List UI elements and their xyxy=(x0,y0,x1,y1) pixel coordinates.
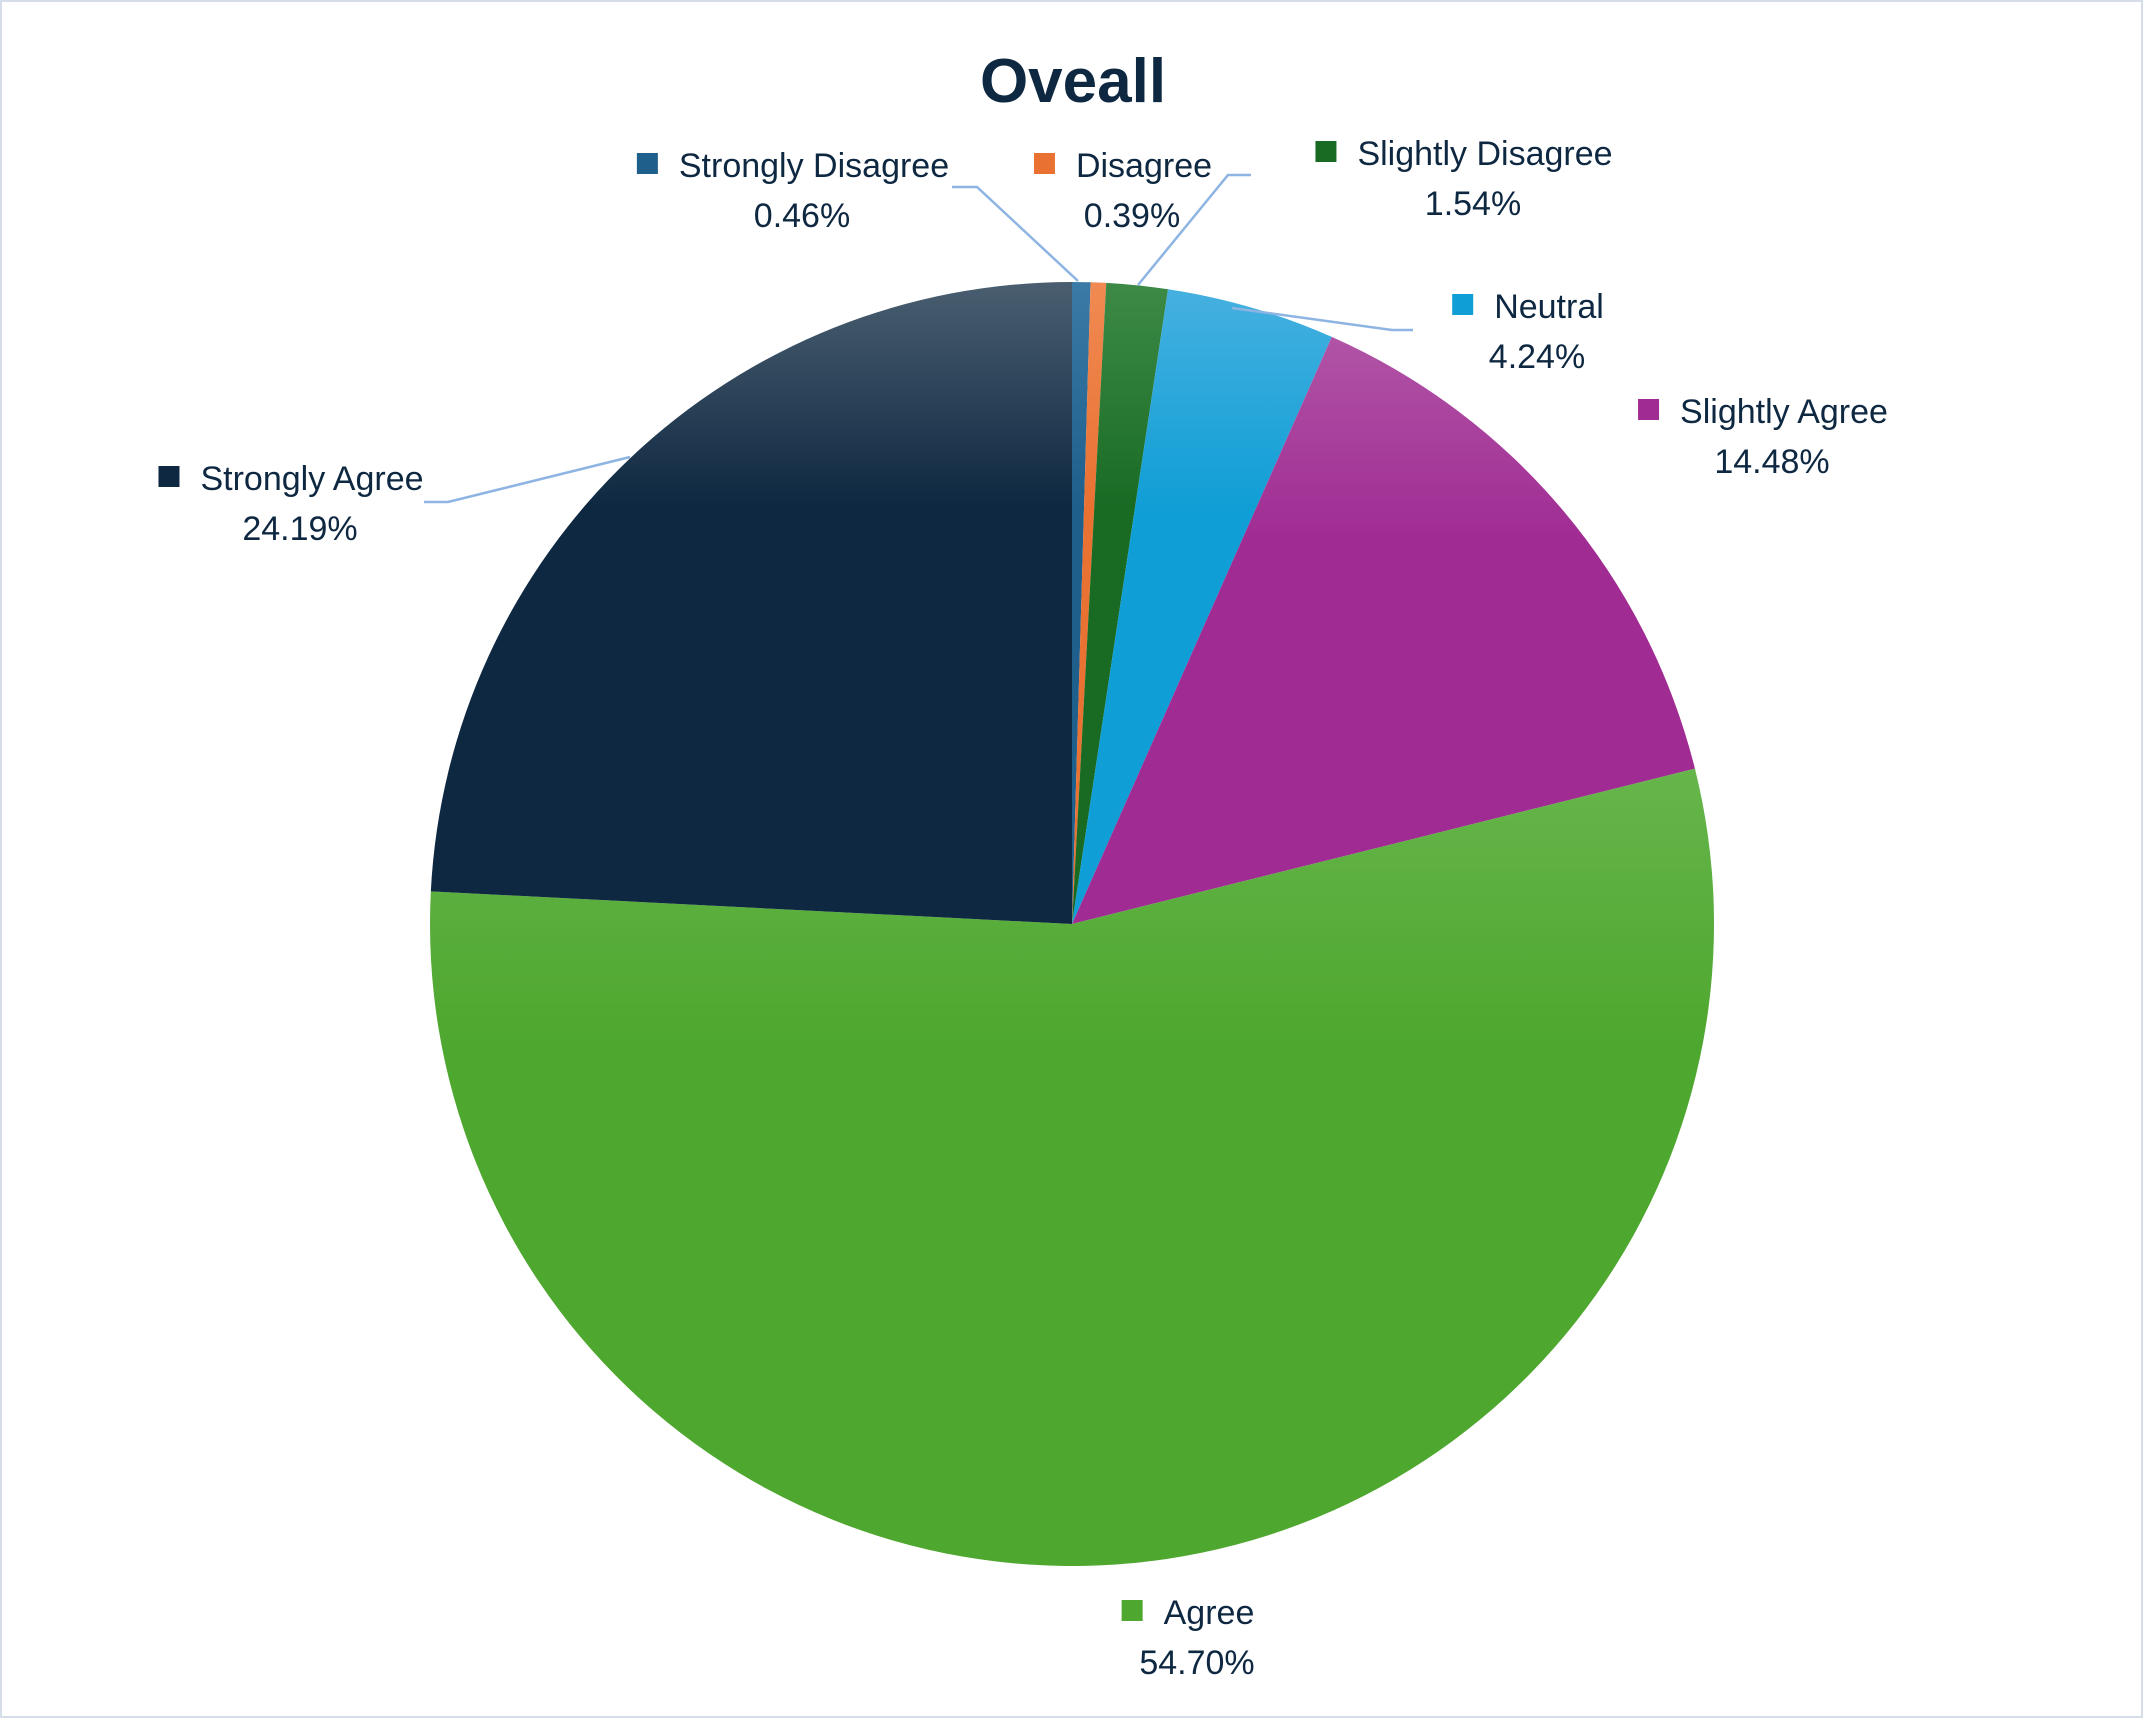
legend-key-strongly-agree xyxy=(158,466,180,487)
leader-line-slightly-disagree xyxy=(1137,173,1251,286)
pie-slice-agree xyxy=(430,768,1715,1567)
data-label-value: 0.46% xyxy=(754,197,850,235)
leader-lines xyxy=(424,173,1413,504)
data-label-name: Disagree xyxy=(1076,147,1212,185)
data-label-value: 0.39% xyxy=(1084,197,1180,235)
pie-slice-neutral xyxy=(1072,289,1332,924)
pie-slice-slightly-agree xyxy=(1072,336,1695,924)
data-label-name: Slightly Disagree xyxy=(1357,135,1612,173)
data-label-value: 54.70% xyxy=(1139,1644,1254,1682)
legend-key-slightly-disagree xyxy=(1315,141,1337,162)
pie-slice-disagree xyxy=(1072,282,1107,924)
legend-key-disagree xyxy=(1033,153,1055,174)
data-label-value: 14.48% xyxy=(1714,443,1829,481)
pie-slice-strongly-agree xyxy=(430,282,1072,924)
legend-key-neutral xyxy=(1452,294,1474,315)
leader-line-strongly-disagree xyxy=(952,185,1079,282)
data-label-value: 24.19% xyxy=(242,510,357,548)
data-label-name: Strongly Agree xyxy=(200,460,423,498)
legend-key-strongly-disagree xyxy=(636,153,658,174)
data-label-strongly-agree: Strongly Agree 24.19% xyxy=(158,460,424,548)
pie-slices xyxy=(430,282,1715,1567)
data-label-name: Strongly Disagree xyxy=(679,147,949,185)
data-label-strongly-disagree: Strongly Disagree 0.46% xyxy=(636,147,949,235)
data-label-name: Slightly Agree xyxy=(1680,393,1888,431)
data-label-name: Agree xyxy=(1164,1594,1255,1632)
data-label-slightly-agree: Slightly Agree 14.48% xyxy=(1638,393,1888,481)
data-label-name: Neutral xyxy=(1494,288,1604,326)
legend-key-agree xyxy=(1121,1600,1143,1621)
legend-key-slightly-agree xyxy=(1638,399,1660,420)
data-label-disagree: Disagree 0.39% xyxy=(1033,147,1212,235)
data-labels: Strongly Disagree 0.46% Disagree 0.39% Sligh… xyxy=(158,135,1888,1682)
chart-title: Oveall xyxy=(980,47,1166,116)
data-label-value: 1.54% xyxy=(1425,185,1521,223)
pie-slice-strongly-disagree xyxy=(1072,282,1091,924)
data-label-value: 4.24% xyxy=(1489,338,1585,376)
leader-line-neutral xyxy=(1231,306,1413,332)
data-label-neutral: Neutral 4.24% xyxy=(1452,288,1604,376)
leader-line-strongly-agree xyxy=(424,455,631,504)
data-label-agree: Agree 54.70% xyxy=(1121,1594,1255,1682)
data-label-slightly-disagree: Slightly Disagree 1.54% xyxy=(1315,135,1613,223)
pie-slice-slightly-disagree xyxy=(1072,282,1169,924)
